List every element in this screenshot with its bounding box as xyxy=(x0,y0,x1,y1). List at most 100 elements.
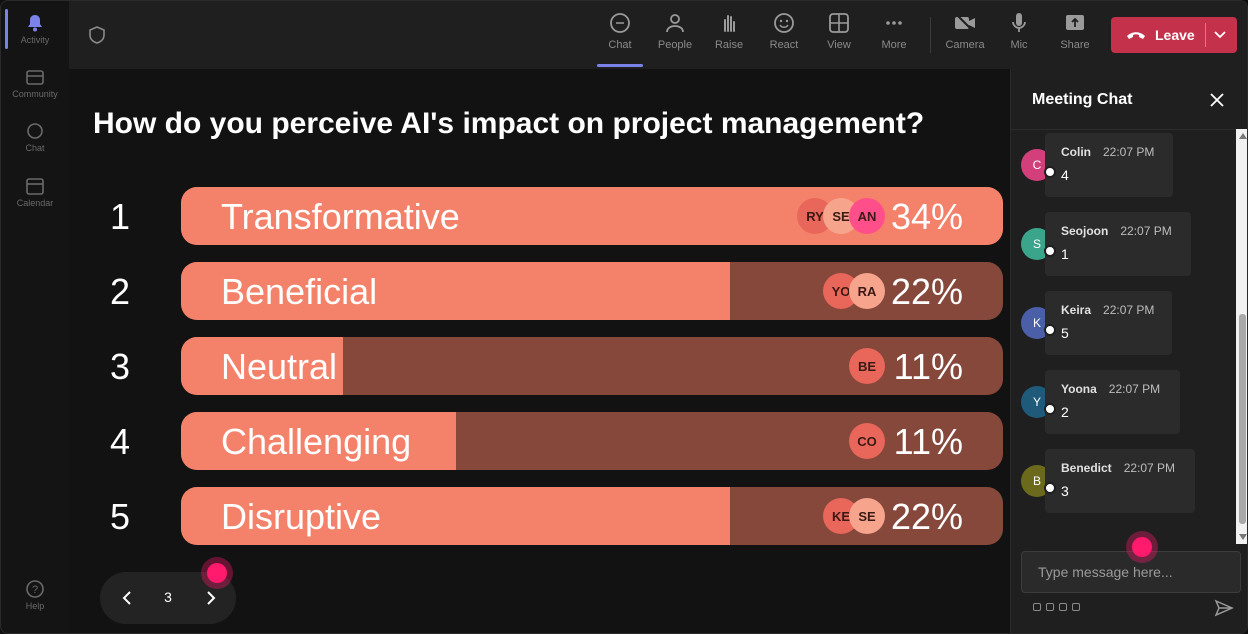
poll-option-bar[interactable]: Transformative RY SE AN 34% xyxy=(181,187,1003,245)
voter-avatars: BE xyxy=(849,348,885,384)
option-percent: 22% xyxy=(890,496,963,537)
option-number: 2 xyxy=(109,271,131,312)
poll-option-bar[interactable]: Neutral BE 11% xyxy=(181,337,1003,395)
bell-icon xyxy=(28,15,42,32)
option-number: 5 xyxy=(109,496,131,537)
react-icon xyxy=(774,13,794,33)
message-text: 5 xyxy=(1061,325,1069,341)
chevron-down-icon[interactable] xyxy=(1213,29,1227,41)
leave-divider xyxy=(1205,23,1206,47)
option-label: Transformative xyxy=(221,196,460,237)
option-fill xyxy=(181,487,731,545)
chat-scrollbar[interactable] xyxy=(1236,129,1247,544)
option-label: Neutral xyxy=(221,346,338,387)
share-icon xyxy=(1066,15,1084,30)
option-number: 4 xyxy=(109,421,131,462)
gif-icon[interactable] xyxy=(1072,603,1080,611)
toolbar-divider xyxy=(930,17,931,53)
rail-item-chat[interactable]: Chat xyxy=(1,121,69,153)
option-fill xyxy=(181,337,343,395)
raise-hand-icon xyxy=(724,15,735,32)
message-timestamp: 22:07 PM xyxy=(1120,224,1172,238)
sender-name: Seojoon xyxy=(1061,224,1109,238)
message-composer xyxy=(1021,551,1241,593)
close-icon[interactable] xyxy=(1207,90,1227,110)
rail-item-help[interactable]: ? Help xyxy=(1,579,69,611)
leave-button[interactable]: Leave xyxy=(1111,17,1237,53)
presence-status-dot xyxy=(1044,482,1056,494)
message-header: Yoona 22:07 PM xyxy=(1061,380,1164,398)
message-text: 2 xyxy=(1061,404,1069,420)
message-bubble: Benedict 22:07 PM 3 xyxy=(1045,449,1195,513)
toolbar-raise-button[interactable]: Raise xyxy=(704,11,754,51)
message-text: 4 xyxy=(1061,167,1069,183)
mic-icon xyxy=(1012,13,1026,32)
toolbar-camera-button[interactable]: Camera xyxy=(940,11,990,51)
toolbar-people-button[interactable]: People xyxy=(650,11,700,51)
rail-item-label: Calendar xyxy=(16,198,54,208)
calendar-icon xyxy=(26,178,44,195)
attach-icon[interactable] xyxy=(1046,603,1054,611)
message-input[interactable] xyxy=(1022,552,1240,592)
toolbar-share-button[interactable]: Share xyxy=(1050,11,1100,51)
more-icon xyxy=(886,21,902,25)
poll-option-bar[interactable]: Beneficial YO RA 22% xyxy=(181,262,1003,320)
rail-item-label: Community xyxy=(12,89,58,99)
send-icon[interactable] xyxy=(1214,599,1234,617)
view-icon xyxy=(829,13,849,33)
scroll-thumb[interactable] xyxy=(1239,314,1246,524)
rail-item-label: Activity xyxy=(20,35,50,45)
option-percent: 34% xyxy=(890,196,963,237)
message-timestamp: 22:07 PM xyxy=(1103,303,1155,317)
format-toolbar xyxy=(1033,603,1080,611)
poll-option-bar[interactable]: Challenging CO 11% xyxy=(181,412,1003,470)
voter-avatar: AN xyxy=(849,198,885,234)
voter-avatars: RY SE AN xyxy=(797,198,885,234)
people-icon xyxy=(666,14,684,33)
voter-avatar: BE xyxy=(849,348,885,384)
rail-item-activity[interactable]: Activity xyxy=(1,13,69,45)
toolbar-more-button[interactable]: More xyxy=(869,11,919,51)
pointer-indicator xyxy=(207,563,227,583)
toolbar-mic-button[interactable]: Mic xyxy=(994,11,1044,51)
presence-status-dot xyxy=(1044,324,1056,336)
rail-item-calendar[interactable]: Calendar xyxy=(1,176,69,208)
toolbar-button-label: Mic xyxy=(1010,39,1028,51)
message-header: Benedict 22:07 PM xyxy=(1061,459,1179,477)
chevron-left-icon[interactable] xyxy=(118,588,138,608)
chat-panel-title: Meeting Chat xyxy=(1032,91,1133,108)
toolbar-button-label: Share xyxy=(1060,39,1090,51)
toolbar-chat-button[interactable]: Chat xyxy=(595,11,645,51)
pointer-indicator xyxy=(1132,537,1152,557)
emoji-icon[interactable] xyxy=(1059,603,1067,611)
sender-name: Keira xyxy=(1061,303,1092,317)
svg-text:?: ? xyxy=(32,584,38,596)
camera-off-icon xyxy=(955,13,975,33)
presence-status-dot xyxy=(1044,403,1056,415)
option-percent: 11% xyxy=(893,421,963,462)
chat-message-list[interactable]: C Colin 22:07 PM 4 S Seojoon 22:07 PM 1 K Keira 22… xyxy=(1011,129,1247,544)
scroll-down-arrow[interactable] xyxy=(1239,534,1247,540)
toolbar-button-label: Camera xyxy=(945,39,985,51)
message-bubble: Keira 22:07 PM 5 xyxy=(1045,291,1172,355)
voter-avatars: CO xyxy=(849,423,885,459)
sender-name: Yoona xyxy=(1061,382,1097,396)
chat-icon xyxy=(27,123,43,139)
poll-option-bar[interactable]: Disruptive KE SE 22% xyxy=(181,487,1003,545)
toolbar-view-button[interactable]: View xyxy=(814,11,864,51)
message-timestamp: 22:07 PM xyxy=(1123,461,1176,475)
poll-stage: How do you perceive AI's impact on proje… xyxy=(69,69,1010,633)
format-icon[interactable] xyxy=(1033,603,1041,611)
hang-up-icon xyxy=(1127,32,1145,39)
message-text: 3 xyxy=(1061,483,1069,499)
scroll-up-arrow[interactable] xyxy=(1239,133,1247,139)
rail-item-community[interactable]: Community xyxy=(1,67,69,99)
toolbar-react-button[interactable]: React xyxy=(759,11,809,51)
chevron-right-icon[interactable] xyxy=(200,588,220,608)
message-text: 1 xyxy=(1061,246,1069,262)
option-fill xyxy=(181,262,731,320)
message-bubble: Yoona 22:07 PM 2 xyxy=(1045,370,1180,434)
presence-status-dot xyxy=(1044,245,1056,257)
message-timestamp: 22:07 PM xyxy=(1103,145,1155,159)
